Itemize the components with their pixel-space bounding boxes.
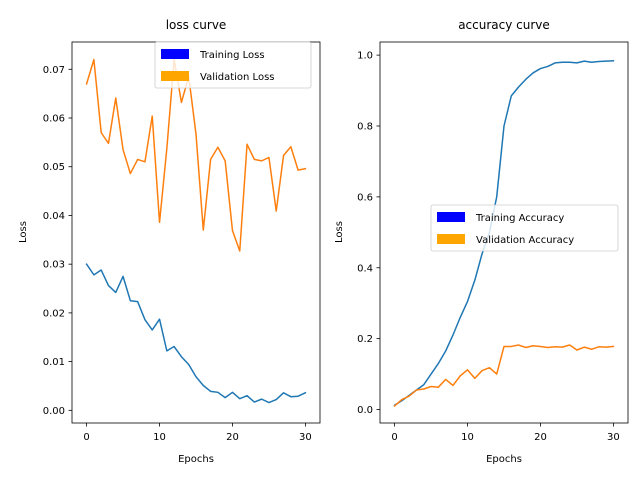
accuracy-y-tick-label-5: 1.0 <box>357 51 373 62</box>
accuracy-chart-axes <box>379 41 629 424</box>
accuracy-chart-y-axis-label: Loss <box>334 221 345 243</box>
accuracy-chart-legend-frame <box>430 204 619 252</box>
loss-x-tick-label-20: 20 <box>226 432 239 443</box>
loss-y-tick-label-6: 0.06 <box>43 114 65 125</box>
loss-chart-x-axis-label: Epochs <box>178 454 214 465</box>
accuracy-chart-legend: Training Accuracy Validation Accuracy <box>430 204 619 252</box>
legend-label-training-loss: Training Loss <box>199 50 265 61</box>
accuracy-x-tick-label-20: 20 <box>534 432 547 443</box>
accuracy-x-tick-label-10: 10 <box>461 432 474 443</box>
loss-chart-legend: Training Loss Validation Loss <box>154 41 312 89</box>
legend-swatch-training-accuracy <box>437 212 465 222</box>
loss-x-tick-label-30: 30 <box>299 432 312 443</box>
accuracy-x-tick-label-0: 0 <box>391 432 397 443</box>
loss-chart-title: loss curve <box>166 18 227 32</box>
loss-y-tick-label-3: 0.03 <box>43 260 65 271</box>
legend-label-validation-loss: Validation Loss <box>200 72 275 83</box>
loss-chart-y-axis-label: Loss <box>18 221 29 243</box>
accuracy-y-tick-label-0: 0.0 <box>357 405 373 416</box>
loss-y-tick-label-1: 0.01 <box>43 357 65 368</box>
series-line-training-loss <box>85 263 307 404</box>
accuracy-chart-x-axis-label: Epochs <box>486 454 522 465</box>
legend-swatch-validation-loss <box>161 71 189 81</box>
loss-x-tick-label-0: 0 <box>83 432 89 443</box>
loss-chart-legend-frame <box>154 41 312 89</box>
accuracy-chart-title: accuracy curve <box>458 18 550 32</box>
loss-y-tick-label-4: 0.04 <box>43 211 65 222</box>
accuracy-y-tick-label-1: 0.2 <box>357 334 373 345</box>
loss-x-tick-label-10: 10 <box>153 432 166 443</box>
accuracy-y-tick-label-2: 0.4 <box>357 263 373 274</box>
series-line-training-accuracy <box>393 59 615 407</box>
series-line-validation-accuracy <box>393 344 615 408</box>
loss-y-tick-label-7: 0.07 <box>43 65 65 76</box>
accuracy-y-tick-label-3: 0.6 <box>357 192 373 203</box>
legend-swatch-validation-accuracy <box>437 234 465 244</box>
legend-swatch-training-loss <box>161 49 189 59</box>
legend-label-validation-accuracy: Validation Accuracy <box>476 235 574 246</box>
loss-y-tick-label-2: 0.02 <box>43 308 65 319</box>
accuracy-y-tick-label-4: 0.8 <box>357 121 373 132</box>
loss-chart: loss curve 0 10 20 30 0.00 0.01 0.02 0.03 0.04 0.… <box>18 18 321 465</box>
loss-y-tick-label-5: 0.05 <box>43 162 65 173</box>
legend-label-training-accuracy: Training Accuracy <box>475 213 564 224</box>
accuracy-chart: accuracy curve 0 10 20 30 0.0 0.2 0.4 0.6 0.8 1.0… <box>334 18 629 465</box>
accuracy-x-tick-label-30: 30 <box>607 432 620 443</box>
loss-y-tick-label-0: 0.00 <box>43 406 65 417</box>
series-line-validation-loss <box>85 58 307 252</box>
